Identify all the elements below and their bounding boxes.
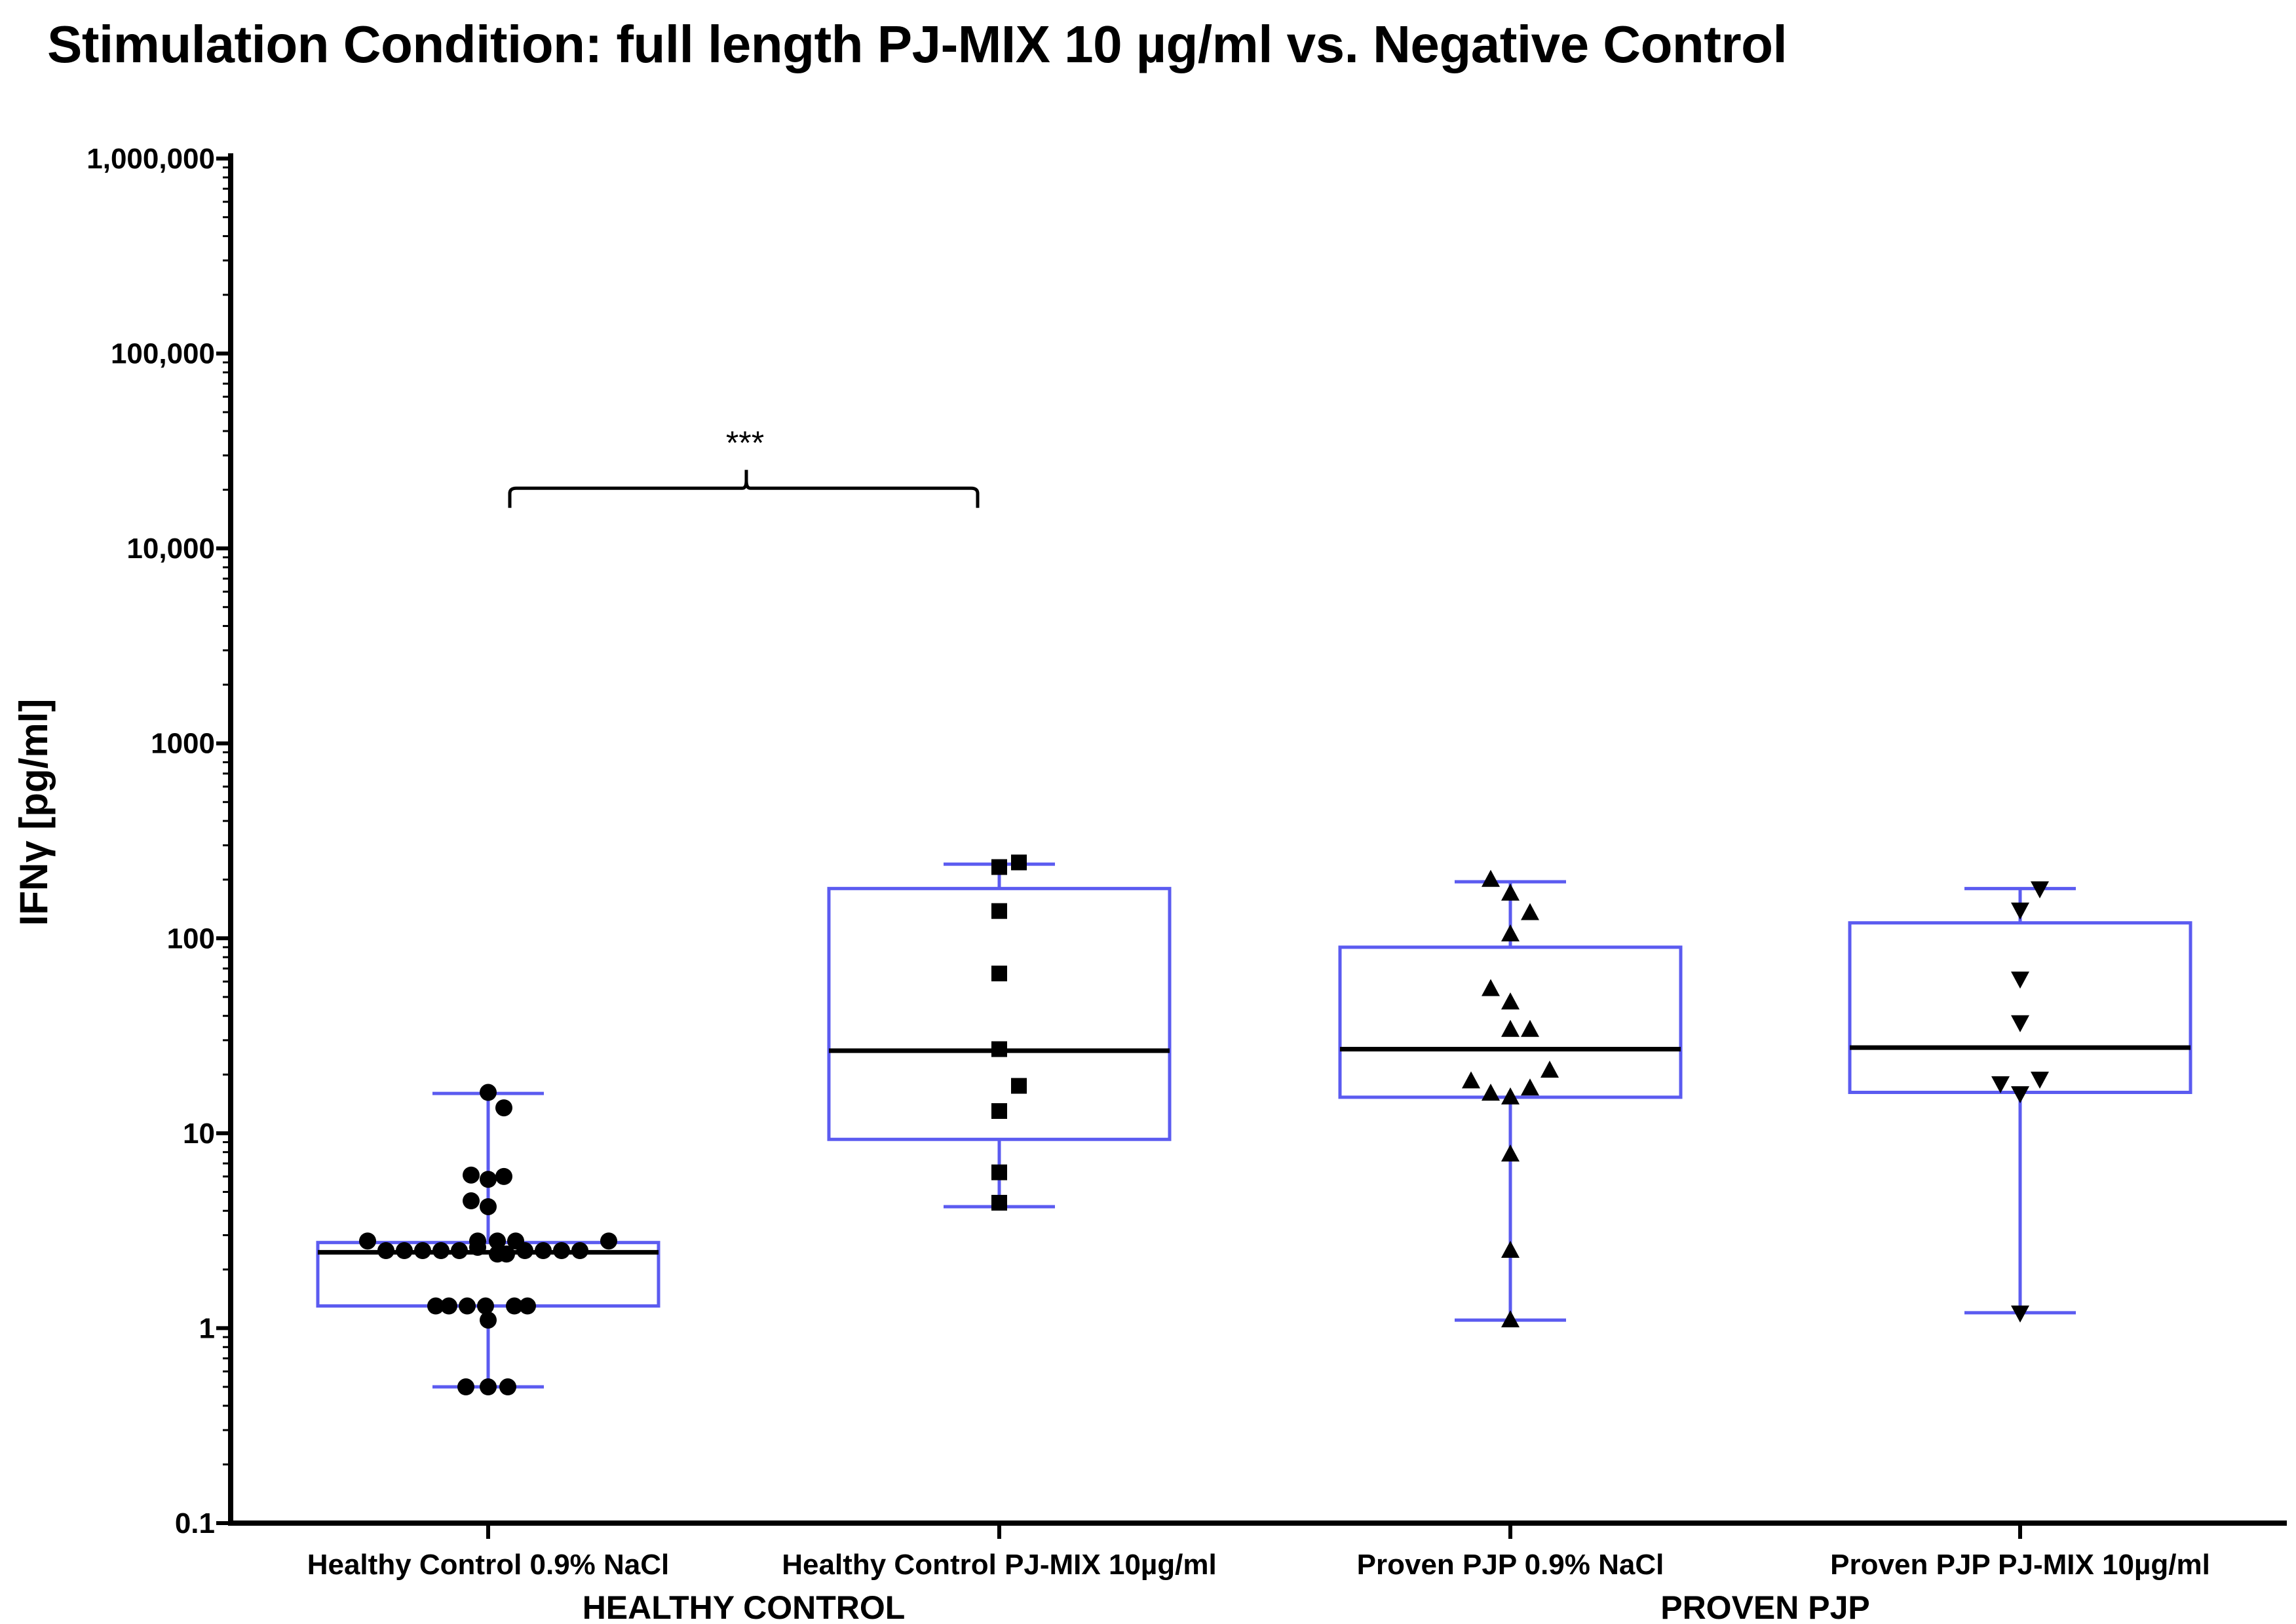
- x-group-label: PROVEN PJP: [1660, 1589, 1870, 1624]
- data-point-circle: [516, 1242, 533, 1260]
- y-tick-label: 10,000: [126, 533, 215, 565]
- data-point-triangle-up: [1462, 1071, 1480, 1089]
- y-tick-label: 100,000: [111, 338, 215, 370]
- data-point-circle: [489, 1232, 506, 1250]
- data-point-circle: [477, 1297, 494, 1315]
- data-point-circle: [553, 1242, 570, 1260]
- x-group-label: HEALTHY CONTROL: [583, 1589, 906, 1624]
- data-point-triangle-up: [1501, 1019, 1520, 1037]
- data-point-circle: [600, 1232, 617, 1250]
- data-point-triangle-down: [2031, 1071, 2049, 1089]
- boxes: [316, 862, 2192, 1389]
- data-point-circle: [463, 1166, 480, 1184]
- data-point-triangle-up: [1501, 883, 1520, 901]
- data-point-triangle-down: [2011, 1305, 2029, 1323]
- significance-label: ***: [726, 425, 764, 461]
- data-point-circle: [359, 1232, 376, 1250]
- data-point-triangle-down: [2011, 972, 2029, 989]
- y-axis: 0.1 1 10 100 1000 10,000 100,000 1,000,000: [86, 143, 233, 1539]
- x-category-label: Proven PJP 0.9% NaCl: [1357, 1549, 1664, 1581]
- y-tick-label: 10: [183, 1118, 215, 1150]
- x-category-label: Healthy Control 0.9% NaCl: [307, 1549, 670, 1581]
- data-point-square: [991, 965, 1007, 981]
- data-point-circle: [498, 1245, 515, 1263]
- data-points: [359, 854, 2049, 1396]
- data-point-circle: [457, 1378, 474, 1396]
- data-point-triangle-up: [1501, 1310, 1520, 1328]
- y-axis-title: IFNγ [pg/ml]: [12, 699, 56, 926]
- data-point-triangle-up: [1482, 979, 1500, 996]
- data-point-triangle-up: [1501, 992, 1520, 1010]
- data-point-circle: [377, 1242, 394, 1260]
- data-point-circle: [432, 1242, 450, 1260]
- data-point-circle: [480, 1378, 497, 1396]
- box-iqr: [1848, 921, 2192, 1095]
- data-point-triangle-up: [1501, 1241, 1520, 1258]
- data-point-circle: [427, 1297, 444, 1315]
- data-point-triangle-up: [1482, 1084, 1500, 1101]
- data-point-circle: [480, 1198, 497, 1215]
- data-point-circle: [414, 1242, 431, 1260]
- y-tick-label: 1,000,000: [86, 143, 215, 175]
- x-category-label: Proven PJP PJ-MIX 10µg/ml: [1830, 1549, 2210, 1581]
- data-point-triangle-up: [1521, 1019, 1539, 1037]
- data-point-square: [991, 1103, 1007, 1119]
- data-point-triangle-up: [1521, 1078, 1539, 1096]
- data-point-square: [991, 859, 1007, 875]
- y-tick-label: 1: [199, 1312, 215, 1344]
- data-point-triangle-down: [2011, 902, 2029, 920]
- data-point-circle: [499, 1378, 516, 1396]
- data-point-triangle-up: [1482, 869, 1500, 887]
- data-point-square: [1011, 1078, 1027, 1094]
- data-point-circle: [495, 1167, 512, 1185]
- data-point-square: [991, 1194, 1007, 1211]
- data-point-circle: [480, 1312, 497, 1329]
- significance-bracket-line: [508, 470, 980, 508]
- data-point-triangle-up: [1501, 924, 1520, 941]
- data-point-circle: [440, 1297, 457, 1315]
- x-category-label: Healthy Control PJ-MIX 10µg/ml: [782, 1549, 1216, 1581]
- chart-title: Stimulation Condition: full length PJ-MI…: [47, 15, 1788, 73]
- data-point-circle: [459, 1297, 476, 1315]
- data-point-circle: [469, 1232, 486, 1250]
- data-point-triangle-up: [1501, 1087, 1520, 1105]
- data-point-square: [991, 1041, 1007, 1057]
- data-point-triangle-down: [2011, 1015, 2029, 1032]
- data-point-triangle-up: [1501, 1144, 1520, 1161]
- data-point-triangle-up: [1540, 1060, 1559, 1078]
- y-tick-label: 100: [167, 922, 215, 954]
- data-point-triangle-up: [1521, 903, 1539, 920]
- significance-bracket: ***: [508, 425, 980, 508]
- data-point-triangle-down: [2031, 881, 2049, 899]
- x-axis: Healthy Control 0.9% NaCl Healthy Control…: [228, 1520, 2287, 1624]
- box-iqr: [827, 886, 1172, 1141]
- data-point-circle: [480, 1084, 497, 1101]
- data-point-triangle-down: [2011, 1086, 2029, 1104]
- data-point-square: [1011, 854, 1027, 871]
- data-point-circle: [519, 1297, 536, 1315]
- data-point-circle: [396, 1242, 413, 1260]
- data-point-circle: [480, 1171, 497, 1188]
- data-point-circle: [535, 1242, 552, 1260]
- data-point-circle: [463, 1192, 480, 1210]
- data-point-circle: [506, 1297, 523, 1315]
- data-point-triangle-down: [1991, 1076, 2010, 1093]
- data-point-circle: [451, 1242, 468, 1260]
- data-point-square: [991, 1164, 1007, 1180]
- data-point-circle: [571, 1242, 588, 1260]
- y-tick-label: 0.1: [175, 1507, 215, 1539]
- data-point-square: [991, 903, 1007, 919]
- y-tick-label: 1000: [151, 728, 215, 760]
- data-point-circle: [495, 1099, 512, 1117]
